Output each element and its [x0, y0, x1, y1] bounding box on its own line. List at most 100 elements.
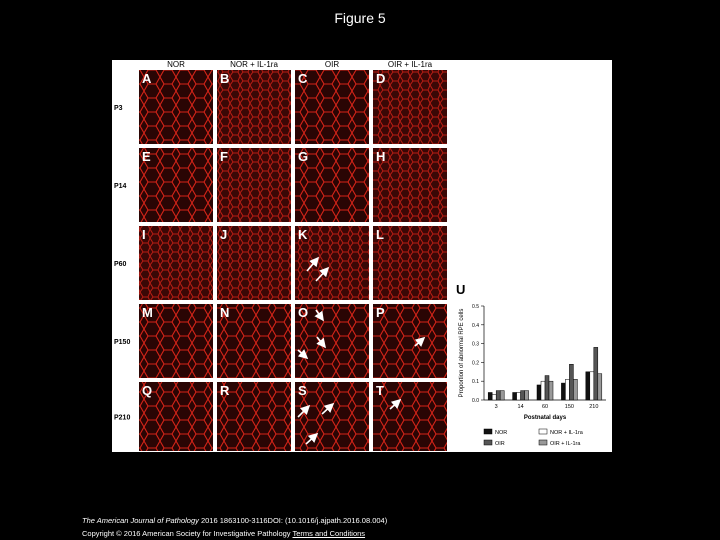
micrograph [217, 226, 291, 300]
micrograph [217, 148, 291, 222]
micrograph [373, 226, 447, 300]
panel-letter: T [376, 383, 384, 398]
micrograph [373, 148, 447, 222]
panel-letter: N [220, 305, 229, 320]
bar [524, 390, 529, 401]
micrograph [217, 70, 291, 144]
bar [491, 394, 497, 401]
y-tick-label: 0.3 [472, 342, 479, 348]
column-header: OIR + IL-1ra [388, 60, 433, 69]
micrograph [139, 304, 213, 378]
bar [593, 347, 599, 401]
micrograph [139, 382, 213, 451]
legend-swatch [483, 439, 493, 446]
y-axis-label: Proportion of abnormal RPE cells [459, 309, 465, 398]
bar [561, 382, 566, 401]
legend-label: OIR [495, 441, 505, 447]
panel-letter: R [220, 383, 230, 398]
x-tick-label: 210 [589, 404, 598, 410]
x-tick-label: 150 [565, 404, 574, 410]
panel-letter: Q [142, 383, 152, 398]
column-header: NOR + IL-1ra [230, 60, 278, 69]
row-label: P60 [114, 261, 127, 268]
panel-letter: K [298, 227, 308, 242]
x-tick-label: 3 [495, 404, 498, 410]
panel-letter: G [298, 149, 308, 164]
legend-label: NOR [495, 430, 507, 436]
column-header: OIR [325, 60, 339, 69]
bar [585, 371, 591, 401]
terms-link[interactable]: Terms and Conditions [292, 529, 366, 538]
arrows [297, 256, 426, 445]
legend-swatch [483, 428, 493, 435]
y-tick-label: 0.1 [472, 379, 479, 385]
bar [569, 364, 574, 401]
micrograph [295, 304, 369, 378]
bar [573, 379, 578, 401]
row-label: P14 [114, 183, 127, 190]
bar [589, 371, 595, 401]
y-tick-label: 0.2 [472, 360, 479, 366]
slide-title: Figure 5 [334, 10, 386, 26]
micrograph [295, 382, 369, 451]
bar [540, 380, 546, 401]
journal-name: The American Journal of Pathology [82, 516, 199, 525]
micrograph [217, 382, 291, 451]
y-tick-label: 0.0 [472, 398, 479, 404]
legend-label: OIR + IL-1ra [550, 441, 581, 447]
micrograph [139, 70, 213, 144]
citation: 2016 1863100-3116DOI: (10.1016/j.ajpath.… [198, 516, 388, 525]
x-axis-label: Postnatal days [524, 415, 567, 421]
micrograph [295, 70, 369, 144]
bar [520, 390, 525, 401]
x-tick-label: 60 [542, 404, 548, 410]
panel-letter: F [220, 149, 228, 164]
legend-label: NOR + IL-1ra [550, 430, 584, 436]
row-label: P210 [114, 415, 130, 422]
micrograph [139, 226, 213, 300]
micrograph [139, 148, 213, 222]
micrograph [295, 226, 369, 300]
y-tick-label: 0.4 [472, 323, 479, 329]
panel-letter: I [142, 227, 146, 242]
panel-letter: M [142, 305, 153, 320]
bar [565, 379, 570, 401]
micrograph [373, 382, 447, 451]
panel-letter: C [298, 71, 308, 86]
panel-letter: S [298, 383, 307, 398]
panel-letter: A [142, 71, 152, 86]
panel-letter: J [220, 227, 227, 242]
panel-letter: U [456, 282, 465, 297]
bar [544, 375, 550, 401]
micrograph [373, 70, 447, 144]
x-tick-label: 14 [518, 404, 524, 410]
row-label: P3 [114, 105, 123, 112]
panel-letter: B [220, 71, 229, 86]
y-tick-label: 0.5 [472, 304, 479, 310]
legend-swatch [538, 428, 548, 435]
panel-letter: L [376, 227, 384, 242]
bar [499, 390, 505, 401]
bar [548, 380, 554, 401]
legend-swatch [538, 439, 548, 446]
bar [536, 384, 542, 401]
bar [512, 392, 517, 401]
panel-letter: P [376, 305, 385, 320]
bar [495, 390, 501, 401]
panel-letter: E [142, 149, 151, 164]
panel-letter: D [376, 71, 385, 86]
copyright: Copyright © 2016 American Society for In… [82, 529, 291, 538]
bar [597, 373, 603, 401]
panel-letter: O [298, 305, 308, 320]
column-header: NOR [167, 60, 185, 69]
micrograph [373, 304, 447, 378]
bar [487, 392, 493, 401]
micrograph [295, 148, 369, 222]
bar [516, 392, 521, 401]
micrograph [217, 304, 291, 378]
row-label: P150 [114, 339, 130, 346]
footer: The American Journal of Pathology 2016 1… [82, 514, 387, 540]
panel-letter: H [376, 149, 385, 164]
